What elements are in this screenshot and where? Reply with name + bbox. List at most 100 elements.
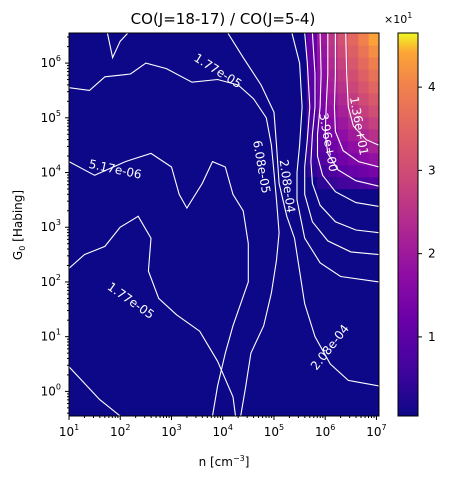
- heatmap-cell: [348, 92, 359, 106]
- y-axis: 100 101 102 103 104 105 106: [41, 36, 69, 414]
- heatmap-cell: [337, 128, 349, 142]
- heatmap-cell: [337, 33, 349, 46]
- heatmap-cell: [317, 128, 328, 142]
- heatmap-cell: [327, 116, 339, 130]
- contour-line: [333, 33, 379, 168]
- heatmap-cell: [348, 140, 359, 154]
- heatmap-cell: [317, 33, 328, 46]
- heatmap-cell: [327, 80, 339, 94]
- heatmap-cell: [348, 44, 359, 58]
- heatmap-cell: [348, 152, 359, 166]
- contour-line: [69, 215, 237, 416]
- heatmap-cell: [348, 104, 359, 118]
- heatmap-cell: [348, 68, 359, 82]
- contour-line: [69, 366, 121, 416]
- heatmap-cell: [306, 116, 318, 130]
- heatmap-cell: [327, 68, 339, 82]
- colorbar-tick-label: 4: [428, 80, 436, 94]
- heatmap-cell: [348, 176, 359, 190]
- heatmap-cell: [327, 92, 339, 106]
- heatmap-cell: [358, 33, 370, 46]
- heatmap-cell: [337, 80, 349, 94]
- heatmap-cell: [327, 56, 339, 70]
- heatmap-cell: [306, 152, 318, 166]
- x-tick-label: 103: [161, 423, 181, 439]
- heatmap-cell: [306, 92, 318, 106]
- colorbar: [397, 32, 419, 417]
- contour-line: [227, 33, 379, 387]
- heatmap-cells: [306, 33, 379, 190]
- heatmap-cell: [327, 152, 339, 166]
- heatmap-cell: [348, 164, 359, 178]
- chart-title: CO(J=18-17) / CO(J=5-4): [131, 10, 316, 28]
- colorbar-tick-label: 3: [428, 163, 436, 177]
- y-tick-label: 105: [41, 109, 61, 125]
- contour-line: [291, 33, 379, 283]
- contour-lines: [69, 33, 379, 416]
- y-tick-label: 101: [41, 328, 61, 344]
- contour-line: [69, 152, 249, 416]
- y-axis-label: G0 [Habing]: [11, 190, 27, 260]
- heatmap-cell: [337, 152, 349, 166]
- heatmap-cell: [337, 164, 349, 178]
- heatmap-cell: [317, 176, 328, 190]
- heatmap-cell: [337, 68, 349, 82]
- heatmap-cell: [317, 140, 328, 154]
- heatmap-cell: [317, 68, 328, 82]
- heatmap-cell: [368, 176, 379, 190]
- heatmap-cell: [358, 80, 370, 94]
- heatmap-cell: [337, 104, 349, 118]
- colorbar-tick-label: 2: [428, 247, 436, 261]
- heatmap-cell: [368, 33, 379, 46]
- heatmap-cell: [337, 116, 349, 130]
- heatmap-cell: [368, 68, 379, 82]
- heatmap-cell: [368, 140, 379, 154]
- y-tick-label: 102: [41, 273, 61, 289]
- heatmap-cell: [368, 44, 379, 58]
- contour-line: [310, 33, 379, 234]
- heatmap-cell: [348, 80, 359, 94]
- heatmap-cell: [306, 80, 318, 94]
- y-tick-label: 103: [41, 218, 61, 234]
- heatmap-cell: [358, 104, 370, 118]
- y-tick-label: 100: [41, 382, 61, 398]
- heatmap-cell: [358, 164, 370, 178]
- heatmap-cell: [348, 56, 359, 70]
- heatmap-cell: [306, 44, 318, 58]
- heatmap-cell: [358, 116, 370, 130]
- heatmap-cell: [368, 80, 379, 94]
- contour-line: [324, 33, 379, 187]
- contour-line: [304, 33, 379, 256]
- colorbar-tick-label: 1: [428, 330, 436, 344]
- heatmap-cell: [358, 56, 370, 70]
- contour-line: [316, 33, 379, 207]
- heatmap-cell: [306, 164, 318, 178]
- heatmap-cell: [317, 152, 328, 166]
- heatmap-cell: [337, 44, 349, 58]
- y-tick-label: 104: [41, 164, 61, 180]
- colorbar-ticks: 1 2 3 4: [418, 80, 436, 344]
- colorbar-offset-label: ×101: [384, 11, 412, 26]
- heatmap-cell: [358, 152, 370, 166]
- heatmap-cell: [337, 56, 349, 70]
- heatmap-cell: [327, 164, 339, 178]
- heatmap-cell: [348, 116, 359, 130]
- heatmap-cell: [317, 116, 328, 130]
- heatmap-cell: [327, 104, 339, 118]
- x-axis: 101 102 103 104 105 106 107: [59, 416, 387, 439]
- heatmap-cell: [368, 152, 379, 166]
- y-tick-label: 106: [41, 54, 61, 70]
- heatmap-cell: [306, 68, 318, 82]
- contour-line: [69, 62, 280, 416]
- heatmap-cell: [306, 33, 318, 46]
- heatmap-cell: [368, 164, 379, 178]
- heatmap-cell: [358, 44, 370, 58]
- heatmap-cell: [368, 104, 379, 118]
- heatmap-cell: [337, 140, 349, 154]
- x-tick-label: 104: [213, 423, 233, 439]
- x-tick-label: 107: [366, 423, 386, 439]
- heatmap-cell: [327, 128, 339, 142]
- heatmap-cell: [317, 80, 328, 94]
- heatmap-cell: [358, 92, 370, 106]
- heatmap-cell: [317, 164, 328, 178]
